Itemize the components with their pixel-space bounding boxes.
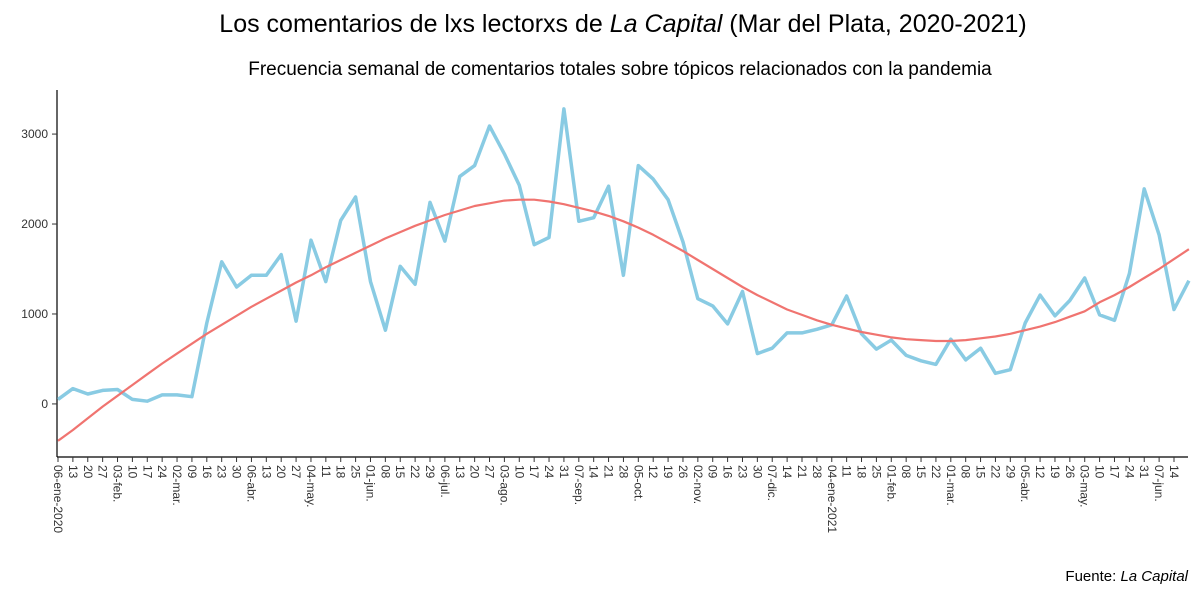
x-tick-label: 04-may. (304, 465, 318, 507)
x-tick-label: 05-oct. (631, 465, 645, 502)
y-tick-label: 3000 (21, 127, 48, 141)
x-tick-label: 04-ene-2021 (825, 465, 839, 533)
x-tick-label: 07-dic. (765, 465, 779, 501)
x-tick-label: 09 (185, 465, 199, 479)
x-tick-label: 10 (1093, 465, 1107, 479)
x-tick-label: 08 (378, 465, 392, 479)
x-tick-label: 12 (1033, 465, 1047, 479)
x-tick-label: 13 (453, 465, 467, 479)
x-tick-label: 01-feb. (884, 465, 898, 502)
x-tick-label: 14 (1167, 465, 1181, 479)
x-tick-label: 01-jun. (363, 465, 377, 502)
x-tick-label: 31 (557, 465, 571, 479)
series-line (57, 198, 1190, 442)
x-tick-label: 27 (483, 465, 497, 479)
chart-title: Los comentarios de lxs lectorxs de La Ca… (219, 10, 1026, 38)
x-tick-label: 22 (929, 465, 943, 479)
x-tick-label: 22 (408, 465, 422, 479)
x-tick-label: 18 (855, 465, 869, 479)
y-tick-label: 0 (41, 397, 48, 411)
x-tick-label: 16 (200, 465, 214, 479)
x-tick-label: 01-mar. (944, 465, 958, 506)
x-tick-label: 19 (1048, 465, 1062, 479)
x-tick-label: 11 (319, 465, 333, 478)
x-tick-label: 15 (974, 465, 988, 479)
title-part: La Capital (610, 10, 724, 38)
x-tick-label: 28 (616, 465, 630, 479)
x-tick-label: 02-nov. (691, 465, 705, 504)
title-part: Los comentarios de lxs lectorxs de (219, 10, 609, 38)
x-tick-label: 31 (1137, 465, 1151, 479)
x-tick-label: 26 (1063, 465, 1077, 479)
x-tick-label: 27 (96, 465, 110, 479)
caption: Fuente: La Capital (1065, 568, 1188, 585)
x-tick-label: 03-feb. (111, 465, 125, 502)
x-tick-label: 29 (423, 465, 437, 479)
x-tick-label: 21 (795, 465, 809, 479)
y-tick-label: 2000 (21, 217, 48, 231)
x-tick-label: 30 (750, 465, 764, 479)
x-tick-label: 14 (587, 465, 601, 479)
x-tick-label: 15 (914, 465, 928, 479)
x-tick-label: 15 (393, 465, 407, 479)
x-tick-label: 14 (780, 465, 794, 479)
x-tick-label: 13 (259, 465, 273, 479)
x-tick-label: 30 (230, 465, 244, 479)
x-tick-label: 11 (840, 465, 854, 478)
x-tick-label: 17 (140, 465, 154, 479)
x-tick-label: 25 (349, 465, 363, 479)
x-tick-label: 08 (899, 465, 913, 479)
x-tick-label: 10 (125, 465, 139, 479)
x-tick-label: 09 (706, 465, 720, 479)
x-tick-label: 05-abr. (1018, 465, 1032, 502)
x-tick-label: 18 (334, 465, 348, 479)
series-line (56, 107, 1191, 403)
caption-part: La Capital (1120, 568, 1188, 585)
x-tick-label: 20 (274, 465, 288, 479)
x-tick-label: 16 (721, 465, 735, 479)
x-tick-label: 28 (810, 465, 824, 479)
x-tick-label: 22 (988, 465, 1002, 479)
x-tick-label: 24 (155, 465, 169, 479)
x-tick-label: 25 (869, 465, 883, 479)
x-tick-label: 13 (66, 465, 80, 479)
x-tick-label: 23 (215, 465, 229, 479)
x-tick-label: 06-abr. (244, 465, 258, 502)
x-tick-label: 07-sep. (572, 465, 586, 505)
x-tick-label: 19 (661, 465, 675, 479)
x-tick-label: 17 (1107, 465, 1121, 479)
x-tick-label: 10 (512, 465, 526, 479)
caption-part: Fuente: (1065, 568, 1120, 585)
x-tick-label: 24 (1122, 465, 1136, 479)
x-tick-label: 29 (1003, 465, 1017, 479)
x-tick-label: 17 (527, 465, 541, 479)
x-tick-label: 23 (735, 465, 749, 479)
x-tick-label: 02-mar. (170, 465, 184, 506)
x-tick-label: 07-jun. (1152, 465, 1166, 502)
x-tick-label: 24 (542, 465, 556, 479)
x-tick-label: 26 (676, 465, 690, 479)
x-tick-label: 27 (289, 465, 303, 479)
x-tick-label: 20 (468, 465, 482, 479)
x-tick-label: 21 (602, 465, 616, 479)
x-tick-label: 03-may. (1078, 465, 1092, 507)
y-tick-label: 1000 (21, 307, 48, 321)
x-tick-label: 12 (646, 465, 660, 479)
x-tick-label: 06-jul. (438, 465, 452, 498)
x-tick-label: 06-ene-2020 (51, 465, 65, 533)
chart-subtitle: Frecuencia semanal de comentarios totale… (248, 59, 992, 80)
x-tick-label: 08 (959, 465, 973, 479)
x-tick-label: 20 (81, 465, 95, 479)
title-part: (Mar del Plata, 2020-2021) (722, 10, 1026, 38)
x-tick-label: 03-ago. (497, 465, 511, 506)
